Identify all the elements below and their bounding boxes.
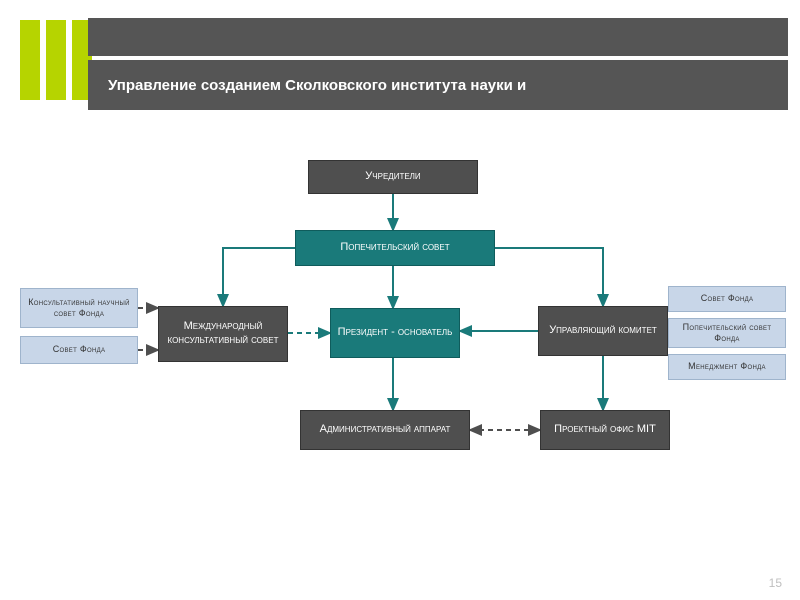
node-president: Президент - основатель — [330, 308, 460, 358]
diagram-canvas: Учредители Попечительский совет Международ… — [0, 110, 800, 580]
node-fund_mgmt_r: Менеджмент Фонда — [668, 354, 786, 380]
node-board: Попечительский совет — [295, 230, 495, 266]
node-adv_council: Консультативный научный совет Фонда — [20, 288, 138, 328]
header-bg-bottom: Управление созданием Сколковского инстит… — [88, 60, 788, 110]
node-fund_council_l: Совет Фонда — [20, 336, 138, 364]
node-steering: Управляющий комитет — [538, 306, 668, 356]
node-fund_board_r: Попечительский совет Фонда — [668, 318, 786, 348]
node-admin: Административный аппарат — [300, 410, 470, 450]
node-intl_council: Международный консультативный совет — [158, 306, 288, 362]
node-fund_council_r: Совет Фонда — [668, 286, 786, 312]
header-bg-top — [88, 18, 788, 56]
logo-bar-1 — [20, 20, 40, 100]
logo-bar-2 — [46, 20, 66, 100]
page-title: Управление созданием Сколковского инстит… — [108, 77, 526, 94]
page-number: 15 — [769, 576, 782, 590]
header: Управление созданием Сколковского инстит… — [0, 10, 800, 106]
node-founders: Учредители — [308, 160, 478, 194]
node-mit_office: Проектный офис MIT — [540, 410, 670, 450]
logo-bars — [20, 20, 92, 100]
edge-3 — [495, 248, 603, 306]
edge-2 — [223, 248, 295, 306]
